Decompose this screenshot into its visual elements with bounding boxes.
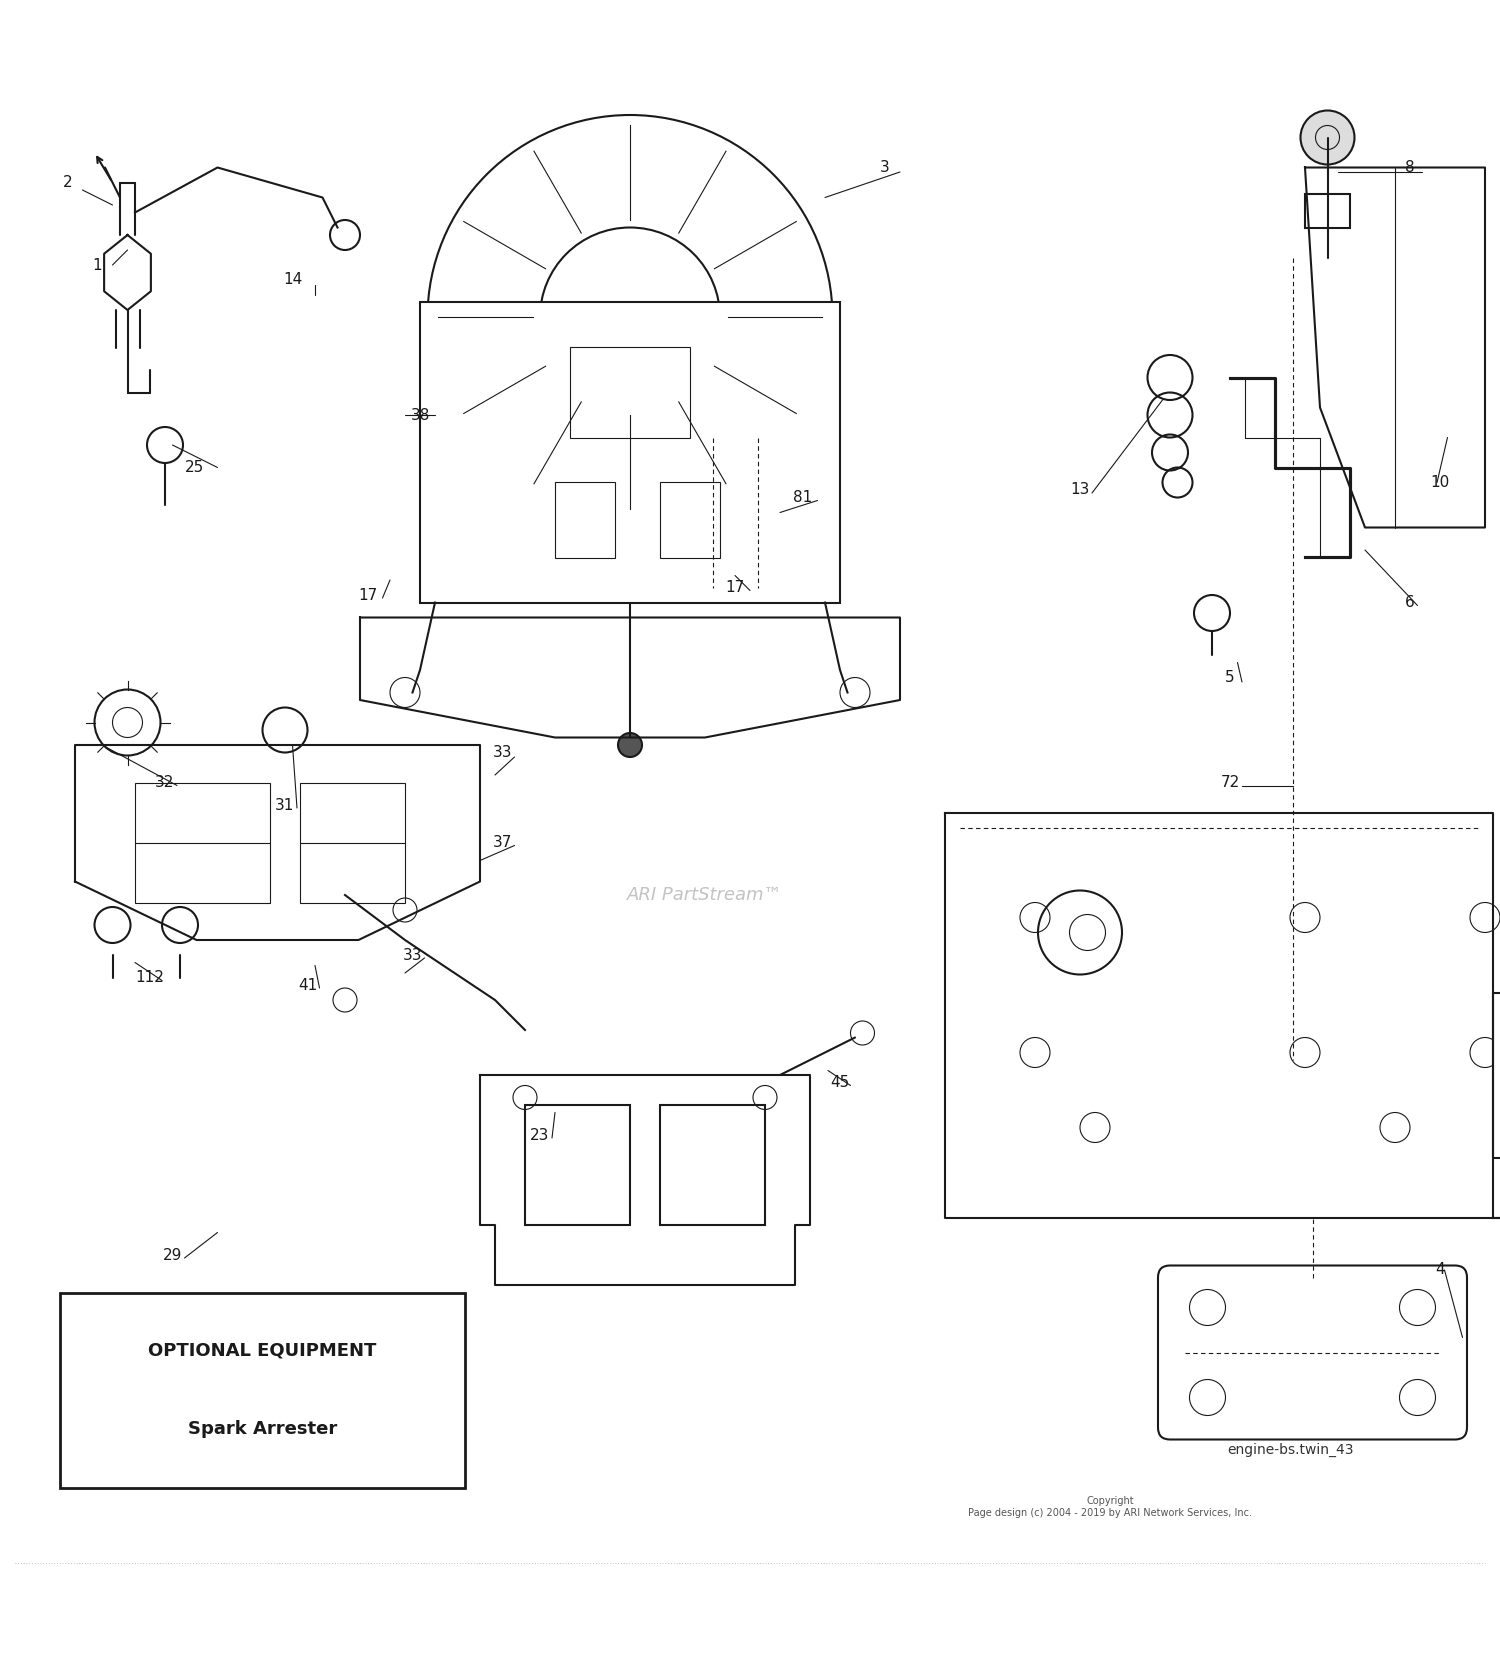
Text: 5: 5 <box>1226 670 1234 685</box>
Text: 2: 2 <box>63 175 72 190</box>
Text: 33: 33 <box>492 745 512 760</box>
Text: 37: 37 <box>494 836 512 851</box>
Text: Copyright
Page design (c) 2004 - 2019 by ARI Network Services, Inc.: Copyright Page design (c) 2004 - 2019 by… <box>968 1496 1252 1518</box>
Text: 38: 38 <box>411 407 429 422</box>
Text: 112: 112 <box>135 970 165 985</box>
Text: 81: 81 <box>794 490 812 505</box>
Text: 32: 32 <box>156 775 174 789</box>
Text: 29: 29 <box>164 1248 182 1263</box>
Text: 41: 41 <box>298 978 316 993</box>
Text: Spark Arrester: Spark Arrester <box>188 1420 338 1438</box>
Text: 1: 1 <box>93 258 102 273</box>
Text: engine-bs.twin_43: engine-bs.twin_43 <box>1227 1443 1353 1456</box>
Bar <box>1492 993 1500 1218</box>
Circle shape <box>1300 111 1354 164</box>
Text: 14: 14 <box>284 273 302 288</box>
Text: 72: 72 <box>1221 775 1239 789</box>
Text: ARI PartStream™: ARI PartStream™ <box>627 885 783 904</box>
Text: 10: 10 <box>1431 475 1449 490</box>
Circle shape <box>618 733 642 756</box>
Bar <box>570 348 690 437</box>
Text: 17: 17 <box>358 588 376 602</box>
Text: 25: 25 <box>186 460 204 475</box>
Circle shape <box>330 220 360 250</box>
Text: 3: 3 <box>880 161 890 175</box>
Bar <box>1305 195 1350 227</box>
Text: 33: 33 <box>402 948 423 963</box>
Bar <box>660 1106 765 1225</box>
Bar <box>420 303 840 602</box>
Bar <box>435 339 825 520</box>
Text: 13: 13 <box>1071 483 1089 498</box>
Text: 6: 6 <box>1406 596 1414 611</box>
Bar <box>135 783 270 902</box>
Text: 4: 4 <box>1436 1263 1444 1278</box>
Bar <box>660 483 720 558</box>
Text: 17: 17 <box>726 579 744 596</box>
Text: 8: 8 <box>1406 161 1414 175</box>
Bar <box>300 783 405 902</box>
Bar <box>555 483 615 558</box>
FancyBboxPatch shape <box>60 1293 465 1488</box>
Text: 23: 23 <box>531 1127 549 1142</box>
Text: 45: 45 <box>831 1076 849 1091</box>
Text: 31: 31 <box>276 798 294 813</box>
Text: OPTIONAL EQUIPMENT: OPTIONAL EQUIPMENT <box>148 1342 376 1360</box>
FancyBboxPatch shape <box>1158 1266 1467 1440</box>
Bar <box>525 1106 630 1225</box>
